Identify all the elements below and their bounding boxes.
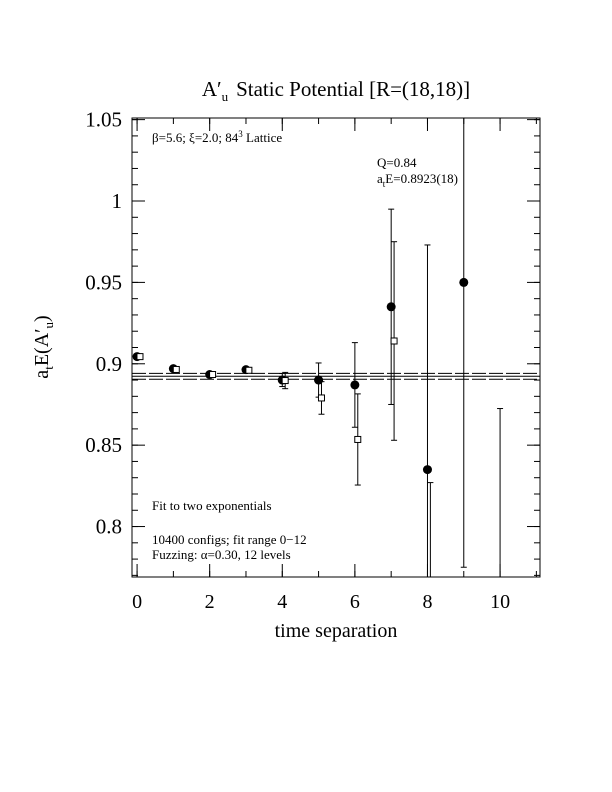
- annotation: Fuzzing: α=0.30, 12 levels: [152, 547, 291, 562]
- data-point: [245, 366, 253, 374]
- x-tick-label: 0: [132, 591, 142, 613]
- data-point: [459, 277, 469, 287]
- data-point: [281, 377, 289, 385]
- data-point: [427, 621, 433, 627]
- data-point: [172, 365, 180, 373]
- annotation: Fit to two exponentials: [152, 498, 272, 513]
- data-point: [390, 337, 398, 345]
- data-point: [209, 371, 217, 379]
- data-point: [350, 380, 360, 390]
- data-point: [386, 302, 396, 312]
- x-tick-label: 8: [422, 591, 432, 613]
- data-point: [314, 375, 324, 385]
- x-tick-label: 2: [205, 591, 215, 613]
- y-tick-label: 0.85: [85, 433, 122, 457]
- x-tick-label: 6: [350, 591, 360, 613]
- annotation: atE=0.8923(18): [377, 171, 458, 189]
- y-tick-label: 1: [112, 189, 123, 213]
- y-tick-label: 0.9: [96, 352, 122, 376]
- chart-title: A′u Static Potential [R=(18,18)]: [202, 77, 470, 104]
- data-point: [422, 465, 432, 475]
- data-point: [317, 394, 325, 402]
- x-tick-label: 10: [490, 591, 510, 613]
- annotation: Q=0.84: [377, 155, 417, 170]
- data-point: [354, 435, 362, 443]
- x-tick-label: 4: [277, 591, 287, 613]
- y-tick-label: 0.8: [96, 515, 122, 539]
- x-axis-label: time separation: [275, 620, 398, 642]
- annotation: 10400 configs; fit range 0−12: [152, 532, 307, 547]
- plot-area: [132, 118, 540, 627]
- annotation: β=5.6; ξ=2.0; 843 Lattice: [152, 129, 282, 145]
- y-axis-label: atE(A′u): [31, 315, 56, 378]
- y-tick-label: 0.95: [85, 270, 122, 294]
- y-tick-label: 1.05: [85, 108, 122, 132]
- data-point: [136, 353, 144, 361]
